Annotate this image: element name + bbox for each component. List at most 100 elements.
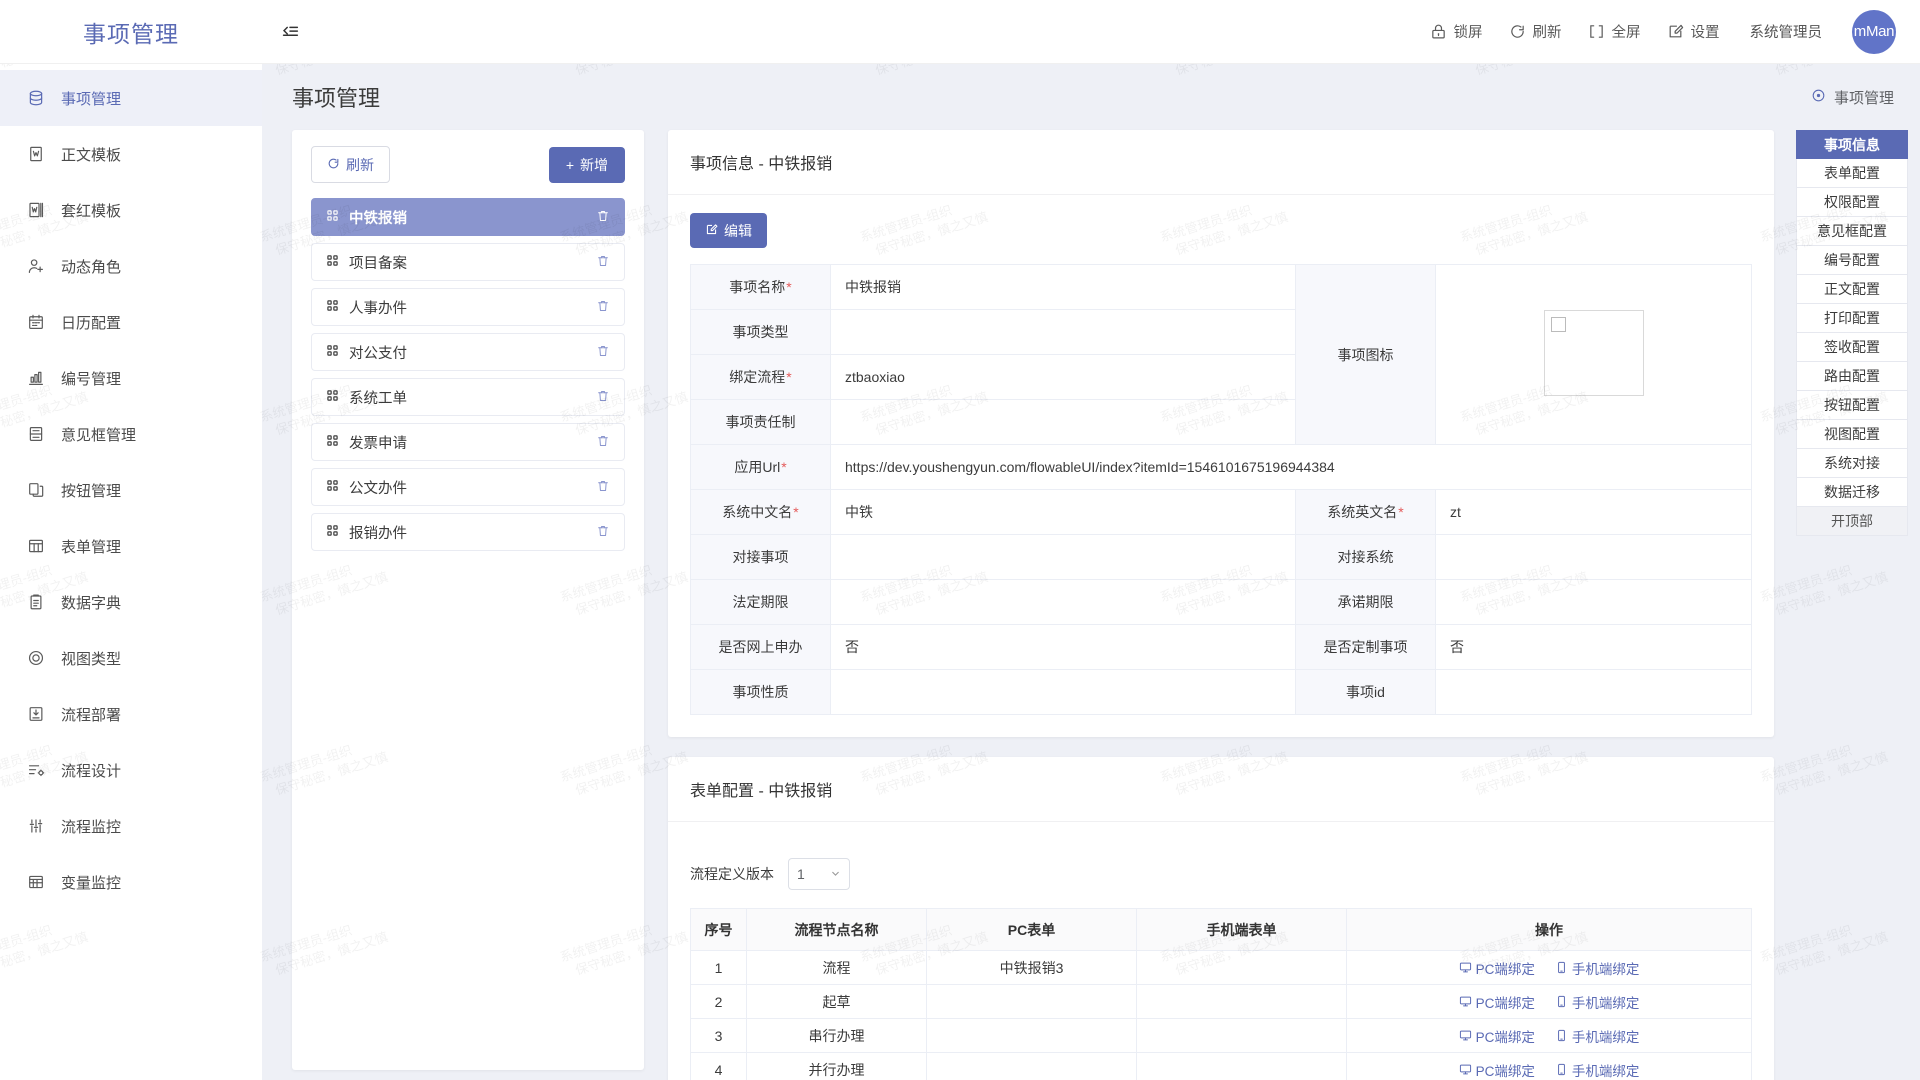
sidebar-item-9[interactable]: 表单管理 <box>0 518 262 574</box>
sidebar-item-8[interactable]: 按钮管理 <box>0 462 262 518</box>
fullscreen-icon <box>1588 23 1605 40</box>
word-red-icon <box>26 200 46 220</box>
plus-icon: + <box>565 156 574 173</box>
list-item-label: 报销办件 <box>349 525 407 542</box>
sidebar-item-4[interactable]: 动态角色 <box>0 238 262 294</box>
version-select[interactable]: 1 <box>788 858 850 890</box>
delete-item-icon[interactable] <box>596 344 610 361</box>
list-item[interactable]: 报销办件 <box>311 513 625 551</box>
list-item[interactable]: 系统工单 <box>311 378 625 416</box>
top-header: 事项管理 锁屏 <box>0 0 1920 64</box>
settings-button[interactable]: 设置 <box>1667 21 1720 42</box>
delete-item-icon[interactable] <box>596 299 610 316</box>
column-header: 手机端表单 <box>1136 908 1347 951</box>
config-tab-7[interactable]: 打印配置 <box>1796 304 1908 333</box>
refresh-list-button[interactable]: 刷新 <box>311 146 390 183</box>
pc-bind-link[interactable]: PC端绑定 <box>1459 1060 1535 1080</box>
fullscreen-button[interactable]: 全屏 <box>1588 21 1641 42</box>
config-tab-4[interactable]: 意见框配置 <box>1796 217 1908 246</box>
sidebar-nav: 事项管理 正文模板套红模板动态角色 日历配置 编号管理 意见框管理 按钮管理 表单管理 数据字… <box>0 64 262 1080</box>
settings-label: 设置 <box>1690 25 1720 41</box>
avatar[interactable]: mMan <box>1852 9 1896 54</box>
sidebar-item-10[interactable]: 数据字典 <box>0 574 262 630</box>
config-tab-2[interactable]: 表单配置 <box>1796 159 1908 188</box>
edit-button[interactable]: 编辑 <box>690 213 767 248</box>
location-pin-icon <box>1811 88 1826 107</box>
delete-item-icon[interactable] <box>596 389 610 406</box>
info-pair-label-left: 事项性质 <box>690 669 831 715</box>
sidebar-item-7[interactable]: 意见框管理 <box>0 406 262 462</box>
mobile-bind-link[interactable]: 手机端绑定 <box>1555 1026 1639 1046</box>
delete-item-icon[interactable] <box>596 434 610 451</box>
settings-edit-icon <box>1667 23 1684 40</box>
config-tab-12[interactable]: 系统对接 <box>1796 449 1908 478</box>
lock-screen-button[interactable]: 锁屏 <box>1430 21 1483 42</box>
refresh-circle-icon <box>327 157 340 172</box>
config-tab-6[interactable]: 正文配置 <box>1796 275 1908 304</box>
delete-item-icon[interactable] <box>596 254 610 271</box>
sidebar-item-13[interactable]: 流程设计 <box>0 742 262 798</box>
info-row-value <box>830 309 1296 355</box>
config-tab-9[interactable]: 路由配置 <box>1796 362 1908 391</box>
list-item[interactable]: 人事办件 <box>311 288 625 326</box>
content-columns: 刷新 + 新增 中铁报销项目备案人事办件对公支付系统工单发票申请公文办件报销办件… <box>262 130 1920 1080</box>
sidebar-item-3[interactable]: 套红模板 <box>0 182 262 238</box>
info-pair-value-left <box>830 669 1296 715</box>
config-tab-11[interactable]: 视图配置 <box>1796 420 1908 449</box>
list-item[interactable]: 项目备案 <box>311 243 625 281</box>
mobile-bind-link[interactable]: 手机端绑定 <box>1555 992 1639 1012</box>
sidebar-item-11[interactable]: 视图类型 <box>0 630 262 686</box>
list-item[interactable]: 中铁报销 <box>311 198 625 236</box>
config-tab-8[interactable]: 签收配置 <box>1796 333 1908 362</box>
row-node-name: 起草 <box>746 984 927 1019</box>
list-item[interactable]: 发票申请 <box>311 423 625 461</box>
pc-bind-link[interactable]: PC端绑定 <box>1459 958 1535 978</box>
add-item-button[interactable]: + 新增 <box>548 146 625 183</box>
info-row: 事项名称中铁报销事项图标 <box>690 264 1752 445</box>
delete-item-icon[interactable] <box>596 209 610 226</box>
list-item[interactable]: 公文办件 <box>311 468 625 506</box>
mobile-bind-link[interactable]: 手机端绑定 <box>1555 1060 1640 1080</box>
refresh-list-label: 刷新 <box>346 156 374 173</box>
apps-grid-icon <box>326 209 339 226</box>
refresh-label: 刷新 <box>1532 25 1562 41</box>
config-tab-14[interactable]: 开顶部 <box>1796 507 1908 536</box>
sidebar-item-12[interactable]: 流程部署 <box>0 686 262 742</box>
config-tab-13[interactable]: 数据迁移 <box>1796 478 1908 507</box>
list-item[interactable]: 对公支付 <box>311 333 625 371</box>
sidebar-item-1[interactable]: 事项管理 <box>0 70 262 126</box>
info-row-pair: 系统中文名中铁系统英文名zt <box>690 489 1752 535</box>
refresh-button[interactable]: 刷新 <box>1509 21 1562 42</box>
delete-item-icon[interactable] <box>596 479 610 496</box>
sidebar-item-5[interactable]: 日历配置 <box>0 294 262 350</box>
circle-target-icon <box>26 648 46 668</box>
sidebar-item-2[interactable]: 正文模板 <box>0 126 262 182</box>
sidebar-item-label: 套红模板 <box>61 202 122 220</box>
sidebar-item-6[interactable]: 编号管理 <box>0 350 262 406</box>
mobile-bind-link[interactable]: 手机端绑定 <box>1555 958 1639 978</box>
info-pair-label-right: 事项id <box>1295 669 1436 715</box>
sidebar-item-15[interactable]: 变量监控 <box>0 854 262 910</box>
config-tab-3[interactable]: 权限配置 <box>1796 188 1908 217</box>
pc-bind-link[interactable]: PC端绑定 <box>1459 1026 1535 1046</box>
info-pair-value-right: zt <box>1435 489 1752 535</box>
mobile-bind-label: 手机端绑定 <box>1571 1063 1640 1079</box>
sliders-icon <box>26 816 46 836</box>
copy-icon <box>26 480 46 500</box>
info-pair-value-left: 否 <box>830 624 1296 670</box>
apps-grid-icon <box>326 389 339 406</box>
item-list: 中铁报销项目备案人事办件对公支付系统工单发票申请公文办件报销办件 <box>292 198 644 558</box>
pc-bind-link[interactable]: PC端绑定 <box>1459 992 1535 1012</box>
column-header: 序号 <box>690 908 747 951</box>
sidebar-item-14[interactable]: 流程监控 <box>0 798 262 854</box>
page-title: 事项管理 <box>292 86 381 111</box>
config-tab-list: 事项信息 表单配置 权限配置 意见框配置 编号配置 正文配置 打印配置 签收配置 路由配置 按钮配… <box>1796 130 1908 536</box>
delete-item-icon[interactable] <box>596 524 610 541</box>
collapse-menu-icon[interactable] <box>262 0 318 64</box>
config-tab-10[interactable]: 按钮配置 <box>1796 391 1908 420</box>
app-url-value: https://dev.youshengyun.com/flowableUI/i… <box>830 444 1752 490</box>
config-tab-1[interactable]: 事项信息 <box>1796 130 1908 159</box>
config-tab-5[interactable]: 编号配置 <box>1796 246 1908 275</box>
list-item-label: 项目备案 <box>349 255 407 272</box>
